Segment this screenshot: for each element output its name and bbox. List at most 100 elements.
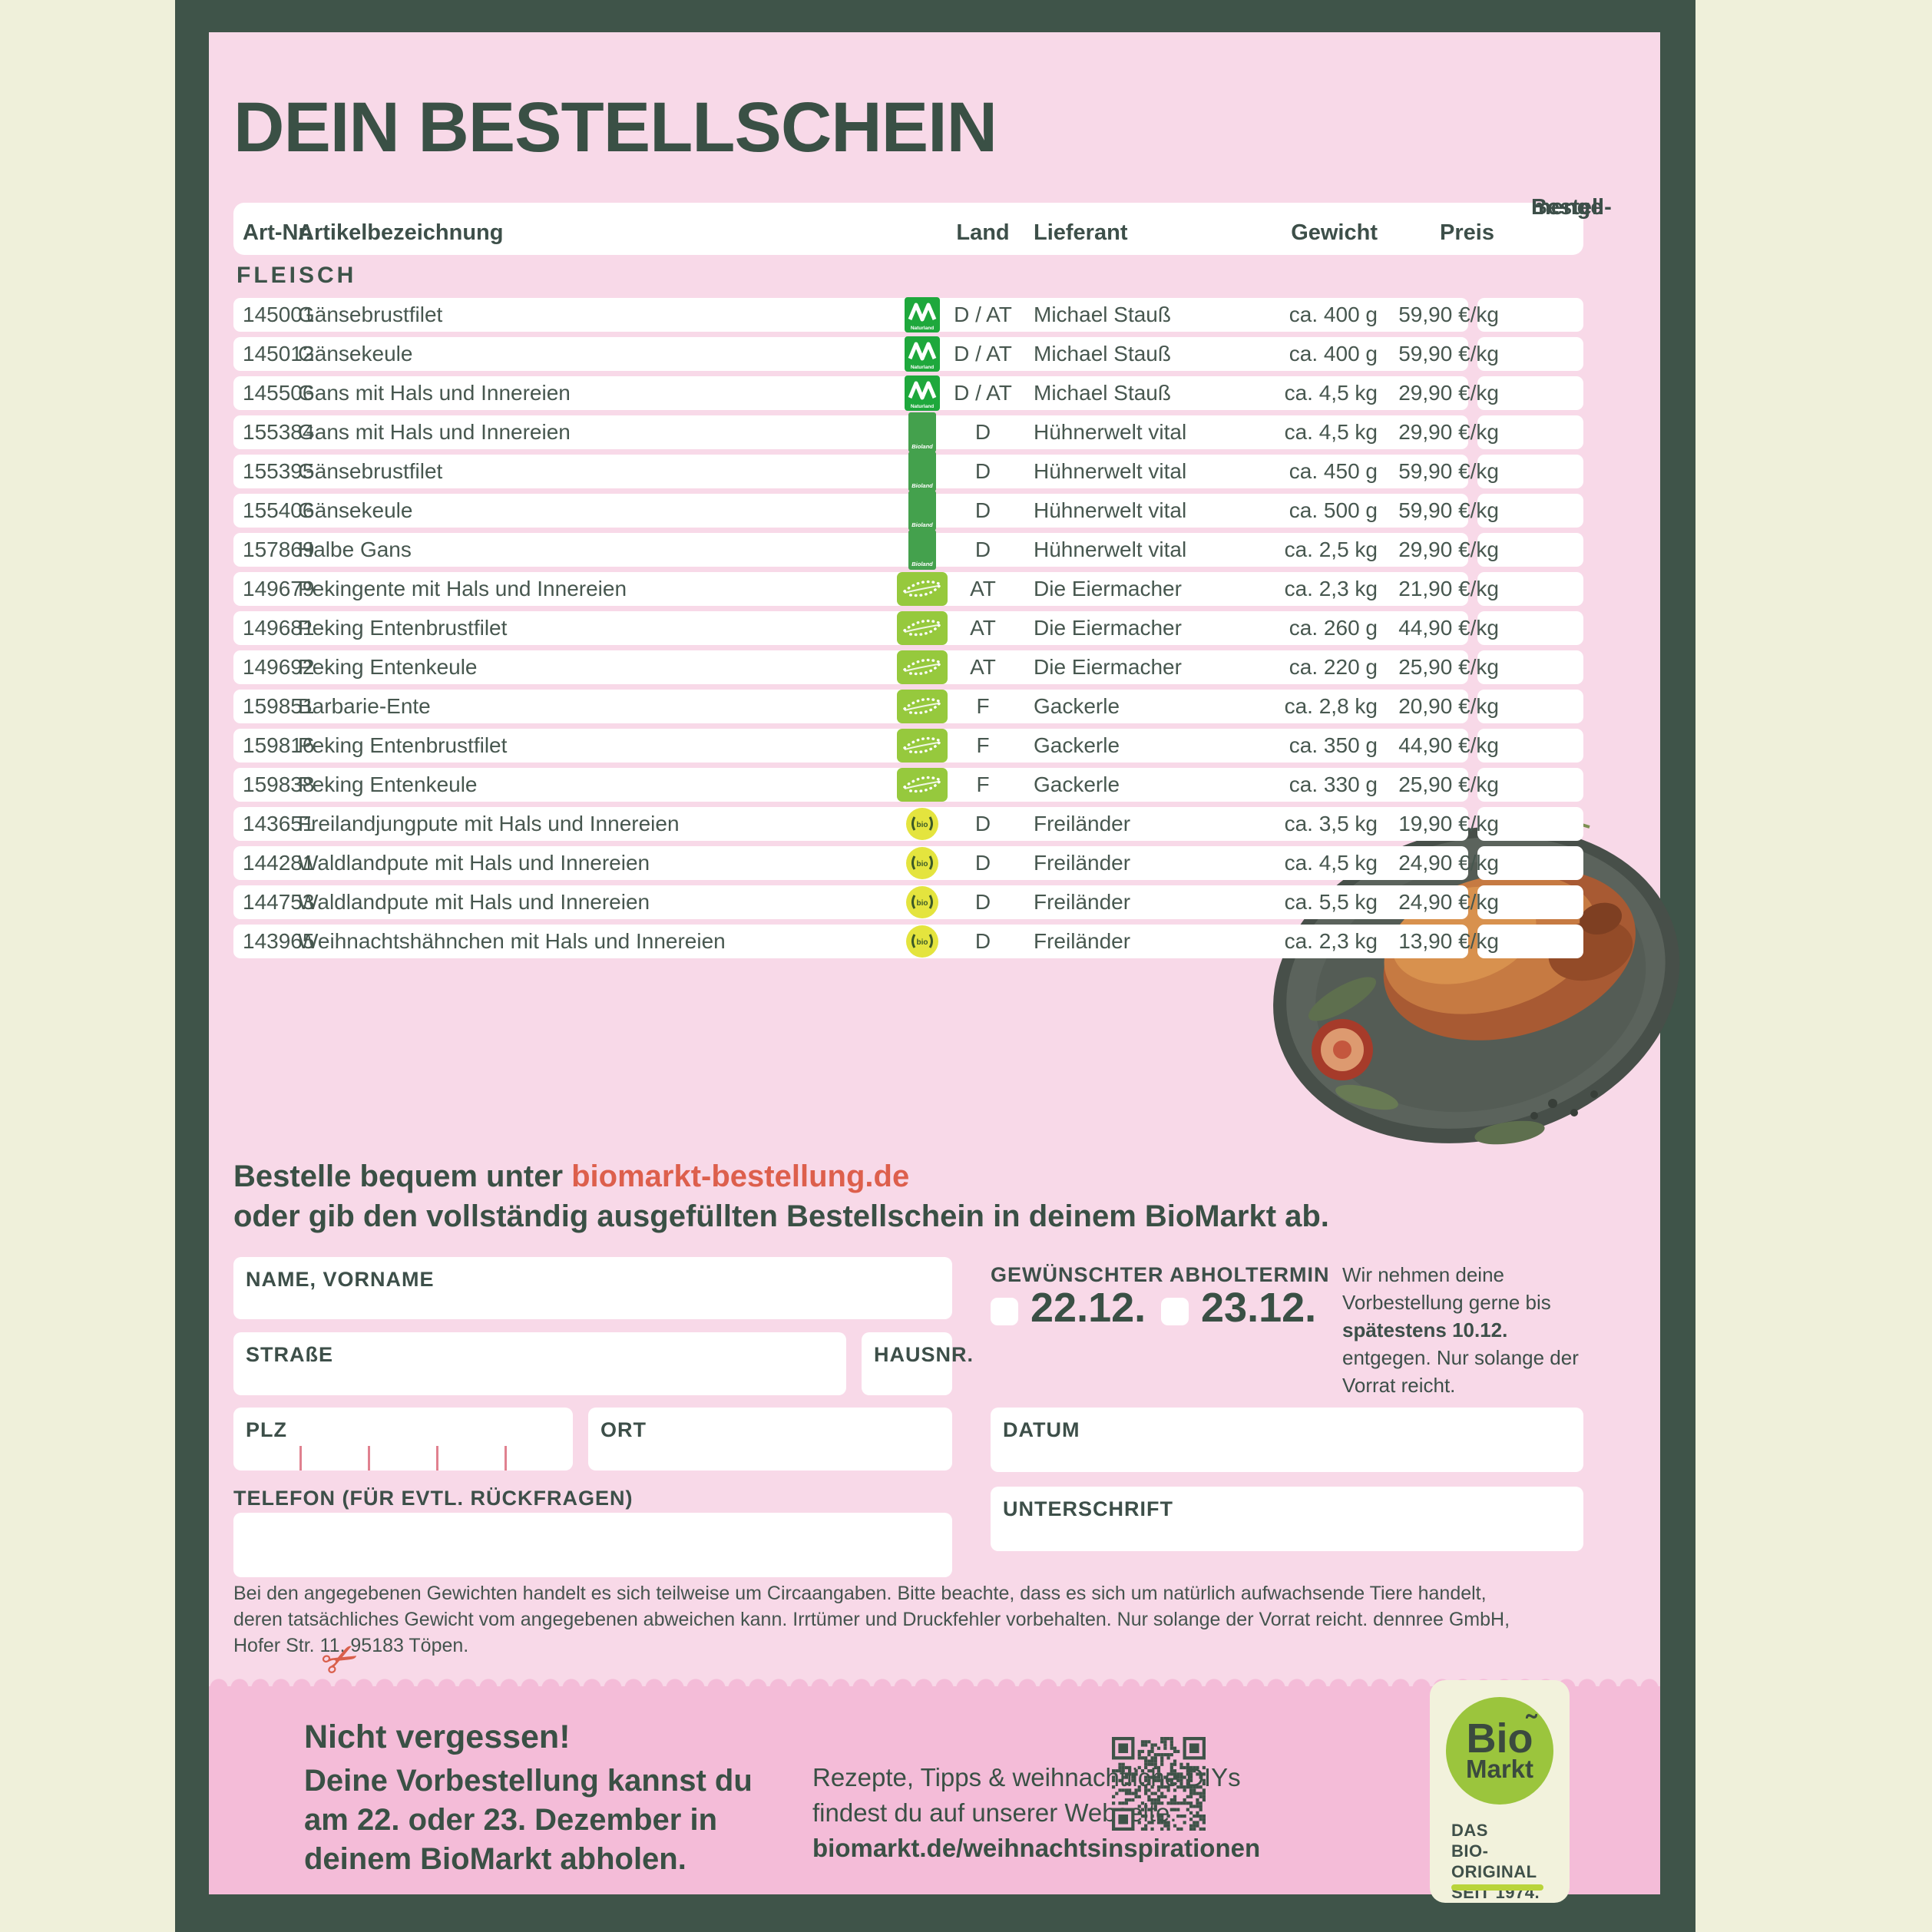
order-cta-line2: oder gib den vollständig ausgefüllten Be… bbox=[233, 1199, 1329, 1233]
article-number: 144753 bbox=[243, 890, 315, 914]
order-quantity-cell[interactable] bbox=[1477, 415, 1583, 449]
price-value: 20,90 €/kg bbox=[1398, 694, 1499, 718]
pickup-date-label: GEWÜNSCHTER ABHOLTERMIN bbox=[991, 1263, 1330, 1286]
supplier-name: Freiländer bbox=[1034, 929, 1131, 953]
eubio-logo-icon bbox=[880, 572, 964, 606]
header-land: Land bbox=[956, 220, 1010, 245]
order-quantity-cell[interactable] bbox=[1477, 376, 1583, 410]
table-row: 144753 Waldlandpute mit Hals und Innereie… bbox=[233, 885, 1583, 919]
supplier-name: Freiländer bbox=[1034, 890, 1131, 914]
order-quantity-cell[interactable] bbox=[1477, 337, 1583, 371]
article-number: 143651 bbox=[243, 812, 315, 835]
country-code: AT bbox=[970, 577, 996, 600]
pickup-date-checkbox-23[interactable] bbox=[1161, 1298, 1189, 1325]
row-background bbox=[233, 572, 1468, 606]
weight-value: ca. 5,5 kg bbox=[1284, 890, 1378, 914]
table-row: 144281 Waldlandpute mit Hals und Innereie… bbox=[233, 846, 1583, 880]
date-field[interactable]: DATUM bbox=[991, 1408, 1583, 1472]
signature-field[interactable]: UNTERSCHRIFT bbox=[991, 1487, 1583, 1551]
pickup-date-option-2: 23.12. bbox=[1201, 1285, 1317, 1331]
naturland-logo-icon: Naturland bbox=[880, 375, 964, 411]
eubio-logo-icon bbox=[880, 729, 964, 763]
country-code: D bbox=[974, 851, 991, 875]
row-background bbox=[233, 298, 1468, 332]
country-code: F bbox=[976, 772, 990, 796]
order-website-link[interactable]: biomarkt-bestellung.de bbox=[571, 1160, 910, 1193]
tear-edge-scallops bbox=[209, 1674, 1660, 1687]
zip-digit-divider bbox=[299, 1446, 302, 1471]
city-field[interactable]: ORT bbox=[588, 1408, 952, 1471]
housenumber-field[interactable]: HAUSNR. bbox=[862, 1332, 973, 1395]
order-quantity-cell[interactable] bbox=[1477, 572, 1583, 606]
supplier-name: Gackerle bbox=[1034, 772, 1120, 796]
country-code: D bbox=[974, 459, 991, 483]
table-row: 155395 Gänsebrustfilet Bioland D Hühnerwelt … bbox=[233, 452, 1583, 491]
biomarkt-logo-card: Bio ˜ Markt DAS BIO-ORIGINAL SEIT 1974. bbox=[1430, 1680, 1570, 1903]
weight-value: ca. 450 g bbox=[1289, 459, 1378, 483]
zip-field[interactable]: PLZ bbox=[233, 1408, 573, 1471]
country-code: AT bbox=[970, 616, 996, 640]
naturland-logo-icon: Naturland bbox=[880, 297, 964, 332]
price-value: 29,90 €/kg bbox=[1398, 420, 1499, 444]
article-number: 145506 bbox=[243, 381, 315, 405]
header-bestellmenge: Bestell-menge bbox=[1531, 195, 1612, 220]
name-field[interactable]: NAME, VORNAME bbox=[233, 1257, 952, 1319]
pickup-date-checkbox-22[interactable] bbox=[991, 1298, 1018, 1325]
order-quantity-cell[interactable] bbox=[1477, 494, 1583, 528]
table-row: 143651 Freilandjungpute mit Hals und Inne… bbox=[233, 807, 1583, 841]
article-number: 159851 bbox=[243, 694, 315, 718]
pickup-date-option-1: 22.12. bbox=[1031, 1285, 1146, 1331]
weight-value: ca. 2,3 kg bbox=[1284, 577, 1378, 600]
svg-text:bio: bio bbox=[917, 899, 928, 908]
price-value: 59,90 €/kg bbox=[1398, 303, 1499, 326]
weight-value: ca. 500 g bbox=[1289, 498, 1378, 522]
table-row: 145012 Gänsekeule Naturland D / AT Michael S… bbox=[233, 336, 1583, 372]
order-quantity-cell[interactable] bbox=[1477, 298, 1583, 332]
article-number: 155406 bbox=[243, 498, 315, 522]
weight-value: ca. 2,8 kg bbox=[1284, 694, 1378, 718]
poster-frame: DEIN BESTELLSCHEIN Art-Nr. Artikelbezeic… bbox=[175, 0, 1695, 1932]
row-background bbox=[233, 533, 1468, 567]
street-field[interactable]: STRAßE bbox=[233, 1332, 846, 1395]
order-quantity-cell[interactable] bbox=[1477, 690, 1583, 723]
phone-field[interactable] bbox=[233, 1513, 952, 1577]
price-value: 59,90 €/kg bbox=[1398, 342, 1499, 366]
article-name: Waldlandpute mit Hals und Innereien bbox=[298, 890, 650, 914]
freiland-logo-icon: bio bbox=[880, 925, 964, 958]
order-quantity-cell[interactable] bbox=[1477, 729, 1583, 763]
eubio-logo-icon bbox=[880, 611, 964, 645]
name-label: NAME, VORNAME bbox=[246, 1268, 435, 1291]
order-quantity-cell[interactable] bbox=[1477, 768, 1583, 802]
table-row: 149692 Peking Entenkeule AT Die Eiermacher c… bbox=[233, 650, 1583, 684]
table-row: 157869 Halbe Gans Bioland D Hühnerwelt vital… bbox=[233, 530, 1583, 570]
zip-label: PLZ bbox=[246, 1418, 287, 1441]
article-name: Weihnachtshähnchen mit Hals und Innereie… bbox=[298, 929, 726, 953]
eubio-logo-icon bbox=[880, 650, 964, 684]
order-quantity-cell[interactable] bbox=[1477, 611, 1583, 645]
article-number: 149681 bbox=[243, 616, 315, 640]
article-number: 155384 bbox=[243, 420, 315, 444]
price-value: 24,90 €/kg bbox=[1398, 851, 1499, 875]
order-quantity-cell[interactable] bbox=[1477, 533, 1583, 567]
weight-value: ca. 3,5 kg bbox=[1284, 812, 1378, 835]
order-quantity-cell[interactable] bbox=[1477, 455, 1583, 488]
article-name: Freilandjungpute mit Hals und Innereien bbox=[298, 812, 680, 835]
order-quantity-cell[interactable] bbox=[1477, 925, 1583, 958]
reminder-text: Deine Vorbestellung kannst du am 22. ode… bbox=[304, 1764, 753, 1876]
website-url[interactable]: biomarkt.de/weihnachtsinspirationen bbox=[812, 1834, 1261, 1862]
weight-value: ca. 400 g bbox=[1289, 342, 1378, 366]
signature-label: UNTERSCHRIFT bbox=[1003, 1497, 1173, 1520]
supplier-name: Freiländer bbox=[1034, 851, 1131, 875]
article-name: Gans mit Hals und Innereien bbox=[298, 381, 571, 405]
weight-value: ca. 330 g bbox=[1289, 772, 1378, 796]
order-quantity-cell[interactable] bbox=[1477, 807, 1583, 841]
svg-text:bio: bio bbox=[917, 938, 928, 947]
order-quantity-cell[interactable] bbox=[1477, 885, 1583, 919]
freiland-logo-icon: bio bbox=[880, 846, 964, 880]
price-value: 24,90 €/kg bbox=[1398, 890, 1499, 914]
supplier-name: Die Eiermacher bbox=[1034, 655, 1182, 679]
order-quantity-cell[interactable] bbox=[1477, 846, 1583, 880]
supplier-name: Gackerle bbox=[1034, 733, 1120, 757]
order-quantity-cell[interactable] bbox=[1477, 650, 1583, 684]
